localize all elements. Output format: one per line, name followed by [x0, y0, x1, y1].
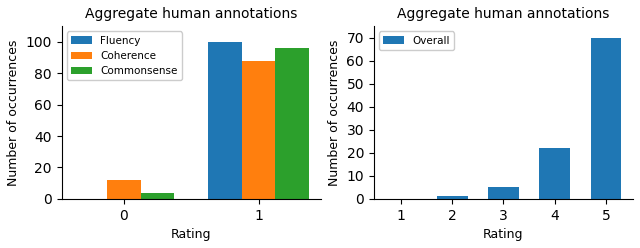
Legend: Overall: Overall: [379, 31, 454, 50]
Bar: [540, 148, 570, 199]
Bar: [242, 61, 275, 199]
Y-axis label: Number of occurrences: Number of occurrences: [7, 39, 20, 186]
Title: Aggregate human annotations: Aggregate human annotations: [85, 7, 298, 21]
Bar: [436, 196, 468, 199]
Legend: Fluency, Coherence, Commonsense: Fluency, Coherence, Commonsense: [67, 31, 182, 80]
X-axis label: Rating: Rating: [171, 228, 211, 241]
Bar: [591, 38, 621, 199]
Bar: [208, 42, 242, 199]
X-axis label: Rating: Rating: [483, 228, 524, 241]
Bar: [141, 192, 175, 199]
Title: Aggregate human annotations: Aggregate human annotations: [397, 7, 609, 21]
Bar: [488, 187, 519, 199]
Bar: [275, 48, 309, 199]
Bar: [107, 180, 141, 199]
Y-axis label: Number of occurrences: Number of occurrences: [328, 39, 341, 186]
